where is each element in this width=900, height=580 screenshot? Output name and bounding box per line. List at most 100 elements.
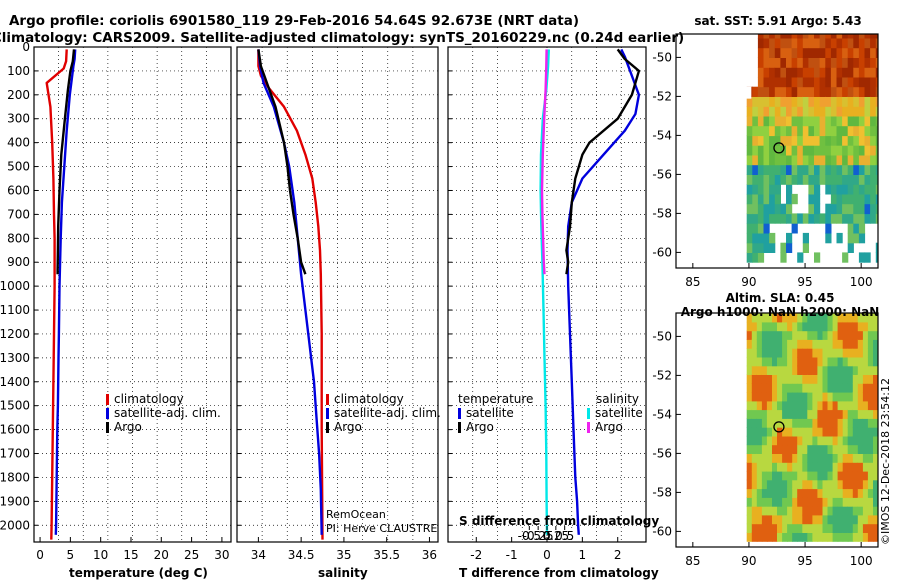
series-group (539, 48, 641, 535)
map-cell (825, 145, 832, 156)
map-cell (837, 330, 844, 340)
map-cell (746, 435, 753, 446)
x-tick-label: -1 (506, 548, 518, 562)
map-cell (862, 409, 869, 419)
map-cell (757, 184, 765, 195)
map-cell (814, 86, 821, 97)
map-cell (837, 427, 844, 437)
map-cell (763, 135, 770, 146)
map-cell (864, 57, 871, 68)
map-cell (774, 106, 781, 117)
map-cell (751, 365, 758, 375)
map-cell (769, 37, 776, 49)
map-cell (787, 479, 793, 490)
map-cell (802, 348, 808, 358)
map-cell (812, 462, 819, 472)
map-cell (812, 383, 819, 393)
map-cell (827, 479, 834, 490)
map-cell (862, 321, 869, 332)
map-cell (772, 470, 778, 481)
map-cell (836, 203, 843, 215)
sst-field (743, 34, 878, 263)
map-cell (777, 462, 783, 472)
map-y-tick-label: -58 (652, 206, 672, 220)
map-cell (751, 321, 758, 332)
map-cell (837, 392, 844, 402)
map-cell (817, 497, 824, 507)
map-cell (802, 125, 809, 137)
map-cell (766, 479, 773, 490)
map-cell (867, 453, 874, 463)
map-cell (817, 313, 824, 323)
map-cell (858, 135, 866, 146)
map-cell (756, 374, 763, 384)
map-cell (751, 514, 758, 525)
map-cell (769, 76, 776, 88)
map-cell (792, 409, 798, 419)
map-cell (853, 193, 860, 205)
map-cell (847, 479, 854, 490)
map-y-tick-label: -60 (652, 524, 672, 538)
map-cell (873, 400, 878, 411)
map-cell (842, 34, 849, 39)
map-cell (812, 514, 819, 525)
map-cell (751, 374, 758, 384)
map-cell (857, 365, 864, 375)
map-cell (763, 193, 770, 205)
map-cell (772, 514, 778, 525)
map-cell (832, 506, 839, 516)
map-cell (867, 400, 874, 411)
map-cell (875, 164, 878, 175)
map-cell (751, 383, 758, 393)
map-cell (858, 67, 866, 78)
map-cell (873, 435, 878, 446)
map-cell (837, 514, 844, 525)
map-cell (746, 523, 753, 533)
map-cell (832, 356, 839, 367)
map-cell (757, 76, 765, 88)
t-difference-axis-label: T difference from climatology (459, 566, 659, 580)
map-cell (817, 427, 824, 437)
map-cell (864, 67, 871, 78)
map-cell (751, 435, 758, 446)
x-tick-label: 10 (93, 548, 108, 562)
map-cell (867, 435, 874, 446)
temperature-panel: 0100200300400500600700800900100011001200… (0, 40, 232, 562)
map-cell (797, 313, 803, 323)
map-cell (875, 37, 878, 49)
map-cell (802, 470, 808, 481)
map-cell (842, 409, 849, 419)
map-cell (791, 34, 798, 39)
map-cell (797, 435, 803, 446)
map-cell (802, 330, 808, 340)
map-cell (772, 532, 778, 542)
map-cell (827, 339, 834, 349)
map-cell (875, 96, 878, 107)
map-cell (827, 514, 834, 525)
map-cell (746, 365, 753, 375)
map-cell (802, 106, 809, 117)
map-cell (862, 479, 869, 490)
map-cell (862, 453, 869, 463)
map-cell (852, 506, 859, 516)
map-cell (832, 365, 839, 375)
map-cell (797, 427, 803, 437)
map-cell (787, 409, 793, 419)
map-cell (797, 96, 804, 107)
map-cell (746, 453, 753, 463)
map-cell (766, 348, 773, 358)
map-cell (832, 497, 839, 507)
map-cell (761, 523, 768, 533)
map-cell (814, 164, 821, 175)
map-cell (870, 106, 877, 117)
map-cell (777, 453, 783, 463)
map-cell (812, 330, 819, 340)
y-tick-label: 1200 (0, 327, 30, 341)
map-cell (857, 435, 864, 446)
map-cell (746, 444, 753, 454)
map-cell (825, 37, 832, 49)
map-cell (802, 427, 808, 437)
map-cell (822, 497, 829, 507)
y-tick-label: 700 (7, 207, 30, 221)
map-cell (761, 488, 768, 498)
